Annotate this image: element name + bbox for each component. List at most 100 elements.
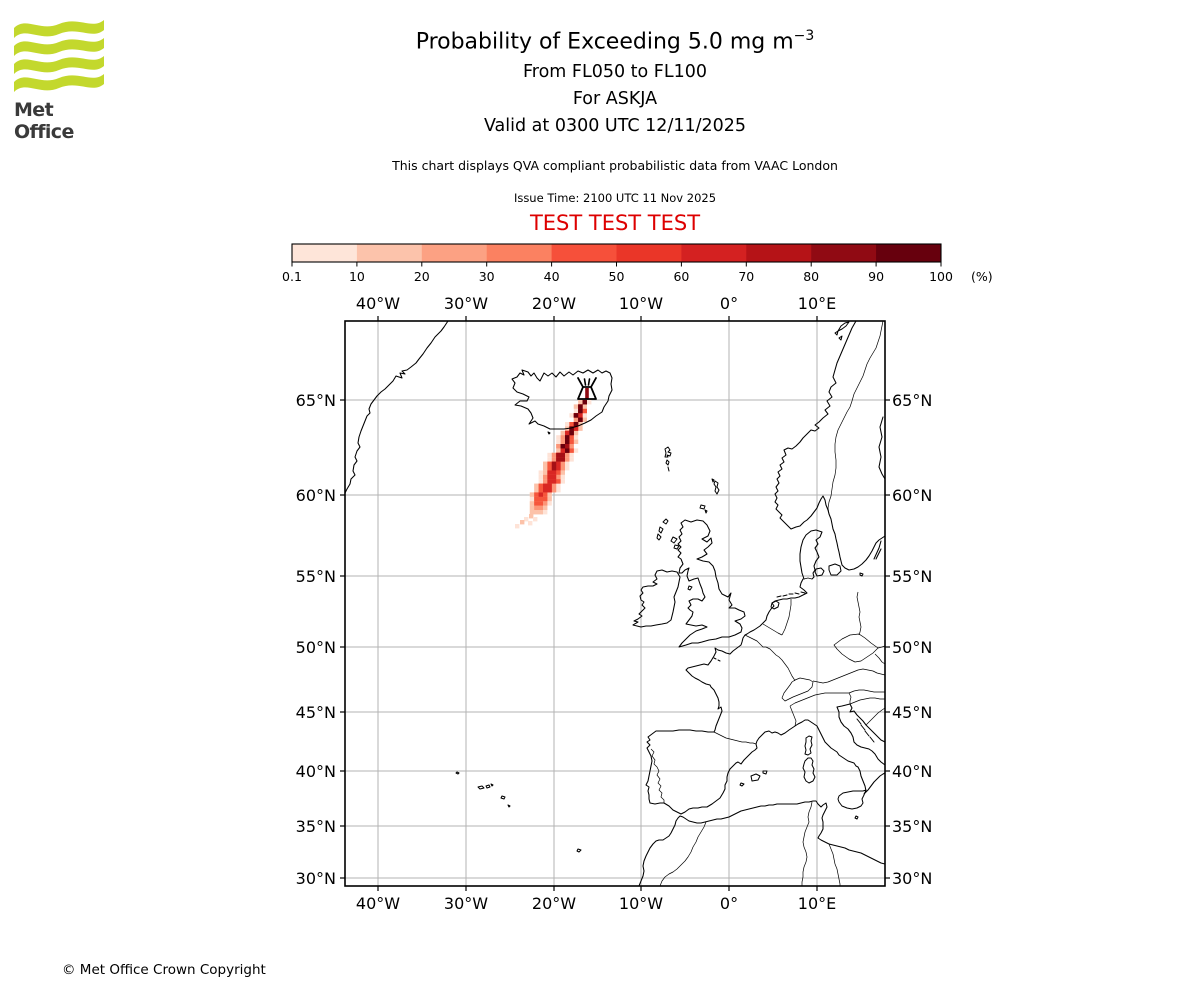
map-frame [344, 320, 886, 887]
lat-label-left: 40°N [295, 762, 336, 781]
island [838, 335, 843, 341]
island [804, 735, 813, 756]
volcano-marker [577, 377, 597, 400]
volcano-eruption-ray-right [590, 377, 597, 388]
island [834, 330, 839, 336]
volcano-eruption-tick-right [587, 378, 591, 386]
colorbar-tick-label: 80 [803, 269, 820, 284]
lat-label-left: 65°N [295, 391, 336, 410]
island [477, 785, 485, 790]
island [658, 526, 664, 534]
island [665, 459, 670, 466]
met-office-logo-waves [14, 20, 104, 92]
colorbar-tick-label: 50 [608, 269, 625, 284]
country-border [848, 689, 885, 694]
country-border [801, 801, 813, 886]
coastline [645, 578, 885, 815]
lon-label-bottom: 0° [719, 894, 739, 913]
lat-label-right: 50°N [892, 638, 933, 657]
country-border [849, 697, 885, 705]
plume-cell-row [534, 505, 543, 510]
colorbar-tick-label: 30 [478, 269, 495, 284]
island [713, 480, 720, 495]
colorbar-tick-label: 70 [738, 269, 755, 284]
plume-cell-row [569, 426, 574, 431]
lon-label-top: 40°W [355, 294, 401, 313]
island [762, 770, 768, 775]
island [814, 567, 825, 577]
lon-label-top: 0° [719, 294, 739, 313]
plume-tail-cell [533, 517, 538, 522]
colorbar-segment [486, 244, 553, 262]
colorbar-tick-label: 0.1 [282, 269, 302, 284]
colorbar-segment [681, 244, 747, 262]
island [837, 321, 850, 332]
lat-label-right: 65°N [892, 391, 933, 410]
volcano-eruption-ray-left [577, 377, 584, 388]
colorbar-segment [356, 244, 423, 262]
plume-cell-row [573, 413, 579, 418]
country-border [713, 731, 757, 745]
logo-wave-band [14, 74, 104, 92]
plume-cell-row [534, 496, 548, 502]
coastlines [345, 321, 885, 886]
island [673, 544, 680, 550]
test-banner: TEST TEST TEST [529, 211, 701, 235]
island [770, 600, 780, 610]
island [547, 431, 551, 435]
plume-cell-row [578, 400, 587, 405]
lon-label-bottom: 30°W [443, 894, 489, 913]
colorbar-tick-label: 60 [673, 269, 690, 284]
plume-cell-row [538, 492, 543, 497]
coastline [677, 519, 746, 648]
island [500, 795, 506, 800]
qva-description: This chart displays QVA compliant probab… [392, 158, 838, 173]
plume-tail-cell [528, 521, 533, 526]
copyright-text: © Met Office Crown Copyright [62, 962, 266, 978]
volcano-line: For ASKJA [572, 89, 658, 109]
volcano-vent [585, 388, 589, 399]
plume-cell-row [573, 417, 583, 422]
coastline [849, 703, 885, 743]
lat-label-right: 35°N [892, 817, 933, 836]
island [687, 585, 693, 591]
lon-label-bottom: 10°W [618, 894, 664, 913]
plume-tail-cell [515, 524, 520, 529]
island [455, 771, 460, 775]
island [854, 815, 859, 820]
graticule [345, 321, 885, 886]
colorbar-segment [876, 244, 942, 262]
map-inner [345, 321, 885, 886]
flight-level-line: From FL050 to FL100 [522, 62, 708, 82]
colorbar-segment [811, 244, 877, 262]
country-border [874, 653, 885, 665]
plume-cell-row [551, 466, 557, 471]
coastline [345, 321, 449, 494]
coastline [878, 416, 885, 480]
island [713, 657, 717, 660]
lat-label-left: 45°N [295, 703, 336, 722]
coastline [774, 321, 885, 571]
plume-tail-cell [520, 520, 525, 525]
country-border [828, 843, 841, 886]
lon-label-top: 20°W [531, 294, 577, 313]
lat-label-right: 55°N [892, 567, 933, 586]
island [782, 594, 788, 597]
country-border [803, 577, 813, 580]
coastline [638, 800, 885, 886]
plume-cell-row [560, 444, 565, 449]
plume-cell-row [551, 461, 557, 466]
country-border [833, 633, 879, 663]
plume-cell-row [573, 422, 579, 427]
island [869, 736, 875, 743]
lat-label-right: 60°N [892, 486, 933, 505]
colorbar-segment [292, 244, 358, 262]
plume-cell-row [543, 483, 552, 488]
valid-time-line: Valid at 0300 UTC 12/11/2025 [483, 116, 747, 136]
lat-label-left: 30°N [295, 869, 336, 888]
colorbar-segment [421, 244, 488, 262]
island [856, 718, 862, 725]
coastline [799, 529, 823, 580]
country-border [856, 591, 862, 636]
plume-cell-row [556, 452, 565, 458]
